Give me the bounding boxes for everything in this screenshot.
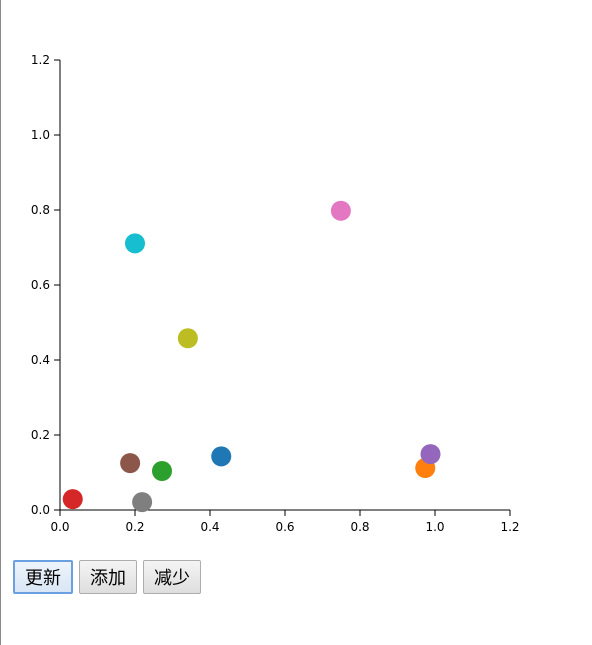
scatter-point	[420, 444, 441, 465]
y-tick-label: 0.8	[31, 203, 50, 217]
x-tick-label: 1.0	[425, 520, 444, 534]
add-button[interactable]: 添加	[79, 560, 137, 594]
y-tick-label: 0.6	[31, 278, 50, 292]
y-tick-label: 1.0	[31, 128, 50, 142]
y-tick-label: 1.2	[31, 53, 50, 67]
scatter-point	[62, 489, 83, 510]
data-points	[62, 200, 441, 513]
scatter-point	[125, 233, 145, 254]
x-tick-label: 0.0	[50, 520, 69, 534]
scatter-point	[177, 328, 198, 349]
scatter-point	[132, 492, 153, 513]
scatter-point	[152, 461, 172, 481]
x-axis: 0.0 0.2 0.4 0.6 0.8 1.0 1.2	[50, 509, 520, 534]
remove-button[interactable]: 减少	[143, 560, 201, 594]
y-axis: 0.0 0.2 0.4 0.6 0.8 1.0 1.2	[31, 53, 61, 517]
x-tick-label: 0.8	[350, 520, 369, 534]
x-tick-label: 0.2	[125, 520, 144, 534]
y-tick-label: 0.0	[31, 503, 50, 517]
y-tick-label: 0.4	[31, 353, 50, 367]
x-tick-label: 0.4	[200, 520, 219, 534]
scatter-point	[330, 200, 351, 221]
scatter-point	[211, 446, 232, 467]
update-button[interactable]: 更新	[13, 560, 73, 594]
button-bar: 更新 添加 减少	[13, 560, 201, 594]
scatter-point	[120, 453, 141, 474]
y-tick-label: 0.2	[31, 428, 50, 442]
scatter-chart: 0.0 0.2 0.4 0.6 0.8 1.0 1.2 0.0 0.2 0.4 0.6 0.8 1.0…	[31, 53, 520, 534]
x-tick-label: 1.2	[500, 520, 519, 534]
x-tick-label: 0.6	[275, 520, 294, 534]
